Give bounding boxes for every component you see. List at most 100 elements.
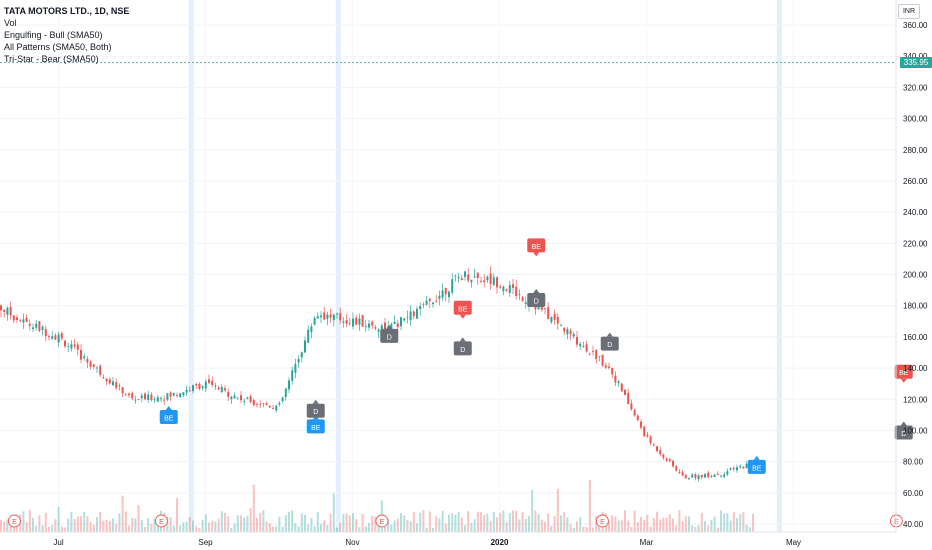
indicator-engulfing-bull[interactable]: Engulfing - Bull (SMA50)	[4, 30, 103, 40]
candle-body	[422, 303, 425, 305]
candle-body	[656, 446, 658, 452]
candle-body	[515, 286, 518, 296]
volume-bar	[627, 520, 630, 532]
candle-body	[652, 444, 655, 446]
volume-bar	[547, 513, 550, 532]
candle-body	[252, 400, 255, 406]
candle-body	[112, 381, 114, 386]
indicator-volume[interactable]: Vol	[4, 18, 17, 28]
volume-bar	[326, 524, 329, 532]
candle-body	[592, 351, 594, 352]
volume-bar	[464, 525, 466, 532]
candle-body	[214, 385, 217, 387]
candle-body	[169, 392, 172, 397]
volume-bar	[144, 527, 146, 532]
candle-body	[12, 315, 15, 321]
candle-body	[726, 471, 729, 475]
volume-bar	[48, 526, 50, 532]
candle-body	[710, 476, 713, 478]
volume-bar	[166, 516, 169, 532]
volume-bar	[297, 526, 300, 532]
y-tick-label: 140.00	[903, 364, 928, 373]
volume-bar	[329, 513, 332, 532]
volume-bar	[323, 520, 326, 532]
candle-body	[19, 320, 22, 322]
x-tick-label: Mar	[640, 538, 654, 547]
volume-bar	[307, 524, 310, 532]
volume-bar	[681, 521, 684, 532]
volume-bar	[729, 520, 732, 532]
volume-bar	[521, 512, 524, 532]
candle-body	[403, 318, 406, 321]
indicator-all-patterns[interactable]: All Patterns (SMA50, Both)	[4, 42, 112, 52]
candle-body	[451, 279, 454, 293]
candle-body	[473, 276, 476, 278]
candle-body	[364, 326, 367, 327]
symbol-title[interactable]: TATA MOTORS LTD., 1D, NSE	[4, 6, 130, 16]
candle-body	[153, 399, 156, 401]
candle-body	[704, 474, 706, 478]
candle-body	[720, 475, 722, 477]
volume-bar	[412, 512, 415, 532]
pattern-label-bearish: BE	[453, 300, 472, 319]
candle-body	[585, 344, 588, 352]
volume-bar	[393, 520, 396, 532]
earnings-circle	[375, 514, 389, 528]
candle-body	[105, 378, 108, 382]
x-tick-label: 2020	[491, 538, 509, 547]
candle-body	[48, 336, 50, 338]
volume-bar	[675, 525, 678, 532]
candle-body	[198, 384, 201, 389]
volume-bar	[259, 512, 262, 532]
pattern-label-box	[527, 293, 546, 308]
volume-bar	[227, 516, 230, 532]
candle-body	[89, 361, 92, 367]
volume-bar	[598, 524, 601, 532]
pattern-label-box	[306, 403, 325, 418]
currency-badge[interactable]: INR	[898, 4, 920, 19]
candle-body	[480, 280, 482, 282]
candle-body	[73, 344, 76, 347]
candle-body	[428, 298, 431, 302]
pattern-label-pointer	[459, 337, 466, 342]
candle-body	[665, 458, 668, 461]
pattern-label-d: D	[306, 399, 325, 418]
volume-bar	[342, 514, 345, 532]
candle-body	[268, 405, 271, 408]
earnings-text: E	[894, 519, 899, 526]
candle-body	[67, 346, 70, 348]
pattern-label-box	[380, 328, 399, 343]
y-tick-label: 200.00	[903, 271, 928, 280]
volume-bar	[524, 519, 527, 532]
volume-bar	[540, 519, 543, 532]
candle-body	[713, 474, 716, 477]
volume-bar	[435, 515, 438, 532]
candle-body	[374, 327, 377, 329]
volume-bar	[745, 524, 748, 532]
indicator-tri-star-bear[interactable]: Tri-Star - Bear (SMA50)	[4, 54, 99, 64]
candle-body	[204, 381, 207, 389]
earnings-circle	[154, 514, 168, 528]
candle-body	[256, 403, 258, 405]
candle-body	[291, 370, 294, 381]
pattern-label-pointer	[386, 324, 393, 329]
candle-body	[304, 340, 306, 353]
pattern-label-bullish: BE	[747, 455, 766, 474]
volume-bar	[76, 516, 79, 532]
volume-bar	[268, 523, 271, 532]
volume-bar	[697, 524, 700, 532]
candle-body	[454, 275, 457, 277]
volume-bar	[633, 510, 636, 532]
y-tick-label: 60.00	[903, 489, 924, 498]
candle-body	[176, 395, 178, 396]
candle-body	[60, 333, 63, 339]
volume-bar	[169, 517, 172, 532]
volume-bar	[384, 526, 386, 532]
volume-bar	[147, 518, 150, 532]
candle-body	[118, 385, 121, 387]
volume-bar	[102, 520, 105, 532]
volume-bar	[99, 511, 102, 532]
volume-bar	[300, 513, 303, 532]
candle-body	[707, 472, 710, 478]
